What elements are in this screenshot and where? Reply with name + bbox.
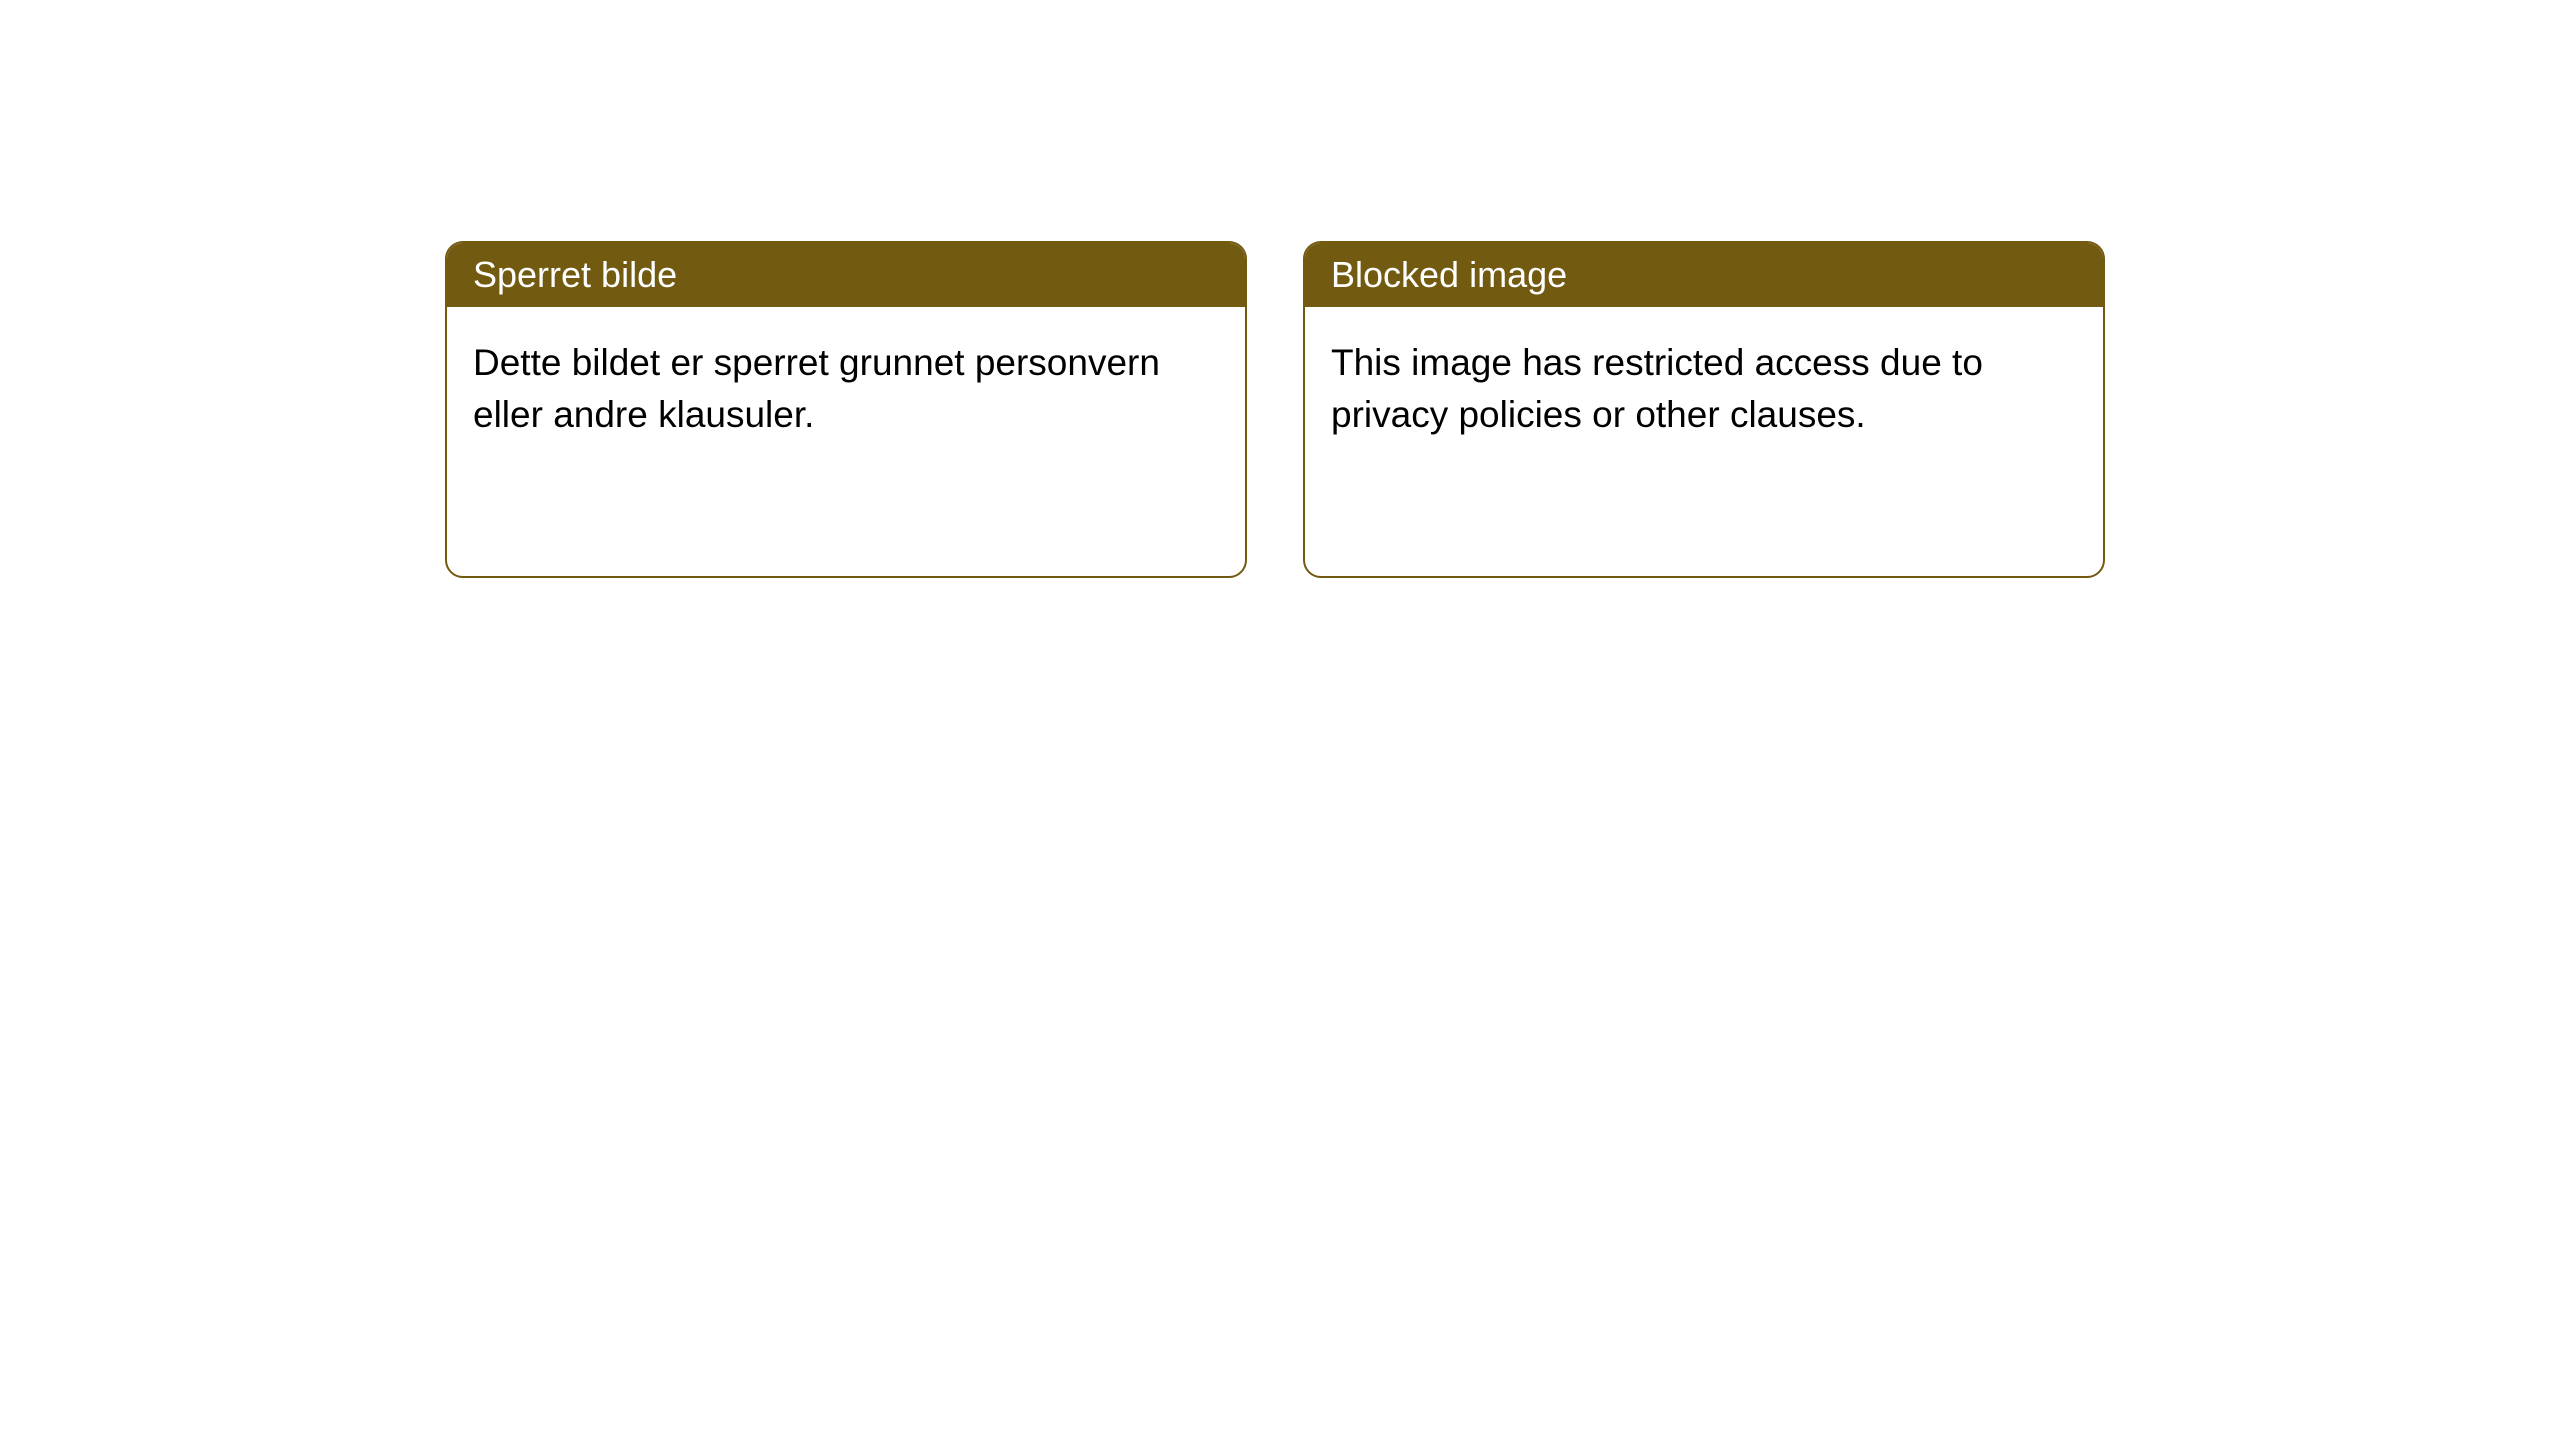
notice-body: This image has restricted access due to …: [1305, 307, 2103, 471]
notice-body: Dette bildet er sperret grunnet personve…: [447, 307, 1245, 471]
notice-header: Sperret bilde: [447, 243, 1245, 307]
notice-header: Blocked image: [1305, 243, 2103, 307]
notice-card-norwegian: Sperret bilde Dette bildet er sperret gr…: [445, 241, 1247, 578]
notice-container: Sperret bilde Dette bildet er sperret gr…: [0, 0, 2560, 578]
notice-card-english: Blocked image This image has restricted …: [1303, 241, 2105, 578]
